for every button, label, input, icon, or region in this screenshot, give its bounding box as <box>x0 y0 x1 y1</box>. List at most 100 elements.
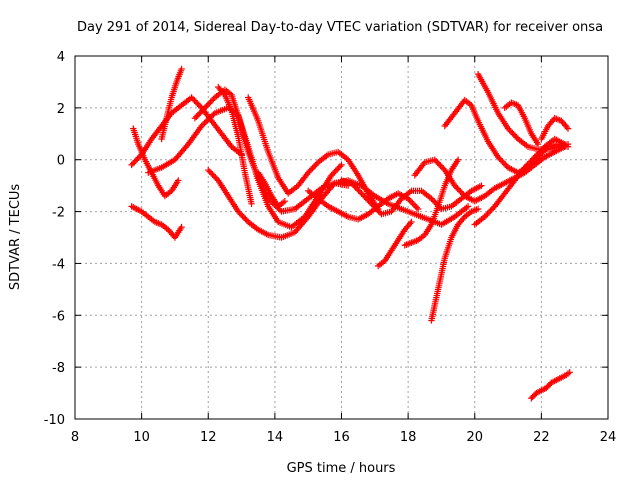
data-point <box>242 215 249 223</box>
data-point <box>207 114 214 121</box>
data-point <box>361 193 368 200</box>
data-point <box>365 197 372 205</box>
data-point <box>329 170 337 177</box>
data-point <box>537 147 544 155</box>
y-tick-label: -4 <box>52 257 65 272</box>
data-marks <box>128 65 573 402</box>
data-point <box>331 169 338 176</box>
data-point <box>201 104 209 112</box>
data-point <box>206 168 213 175</box>
data-point <box>497 156 505 164</box>
data-point <box>281 198 289 205</box>
data-point <box>506 126 513 134</box>
data-point <box>235 208 242 215</box>
data-point <box>540 145 547 152</box>
series-track-4 <box>158 65 185 143</box>
data-point <box>530 155 537 162</box>
data-point <box>500 159 507 167</box>
data-point <box>200 106 207 113</box>
data-point <box>354 185 361 193</box>
data-point <box>485 209 493 216</box>
data-point <box>203 103 210 110</box>
data-point <box>334 166 341 173</box>
data-point <box>528 156 536 164</box>
data-point <box>534 140 542 148</box>
data-point <box>236 209 243 217</box>
data-point <box>310 163 318 170</box>
data-point <box>437 162 444 169</box>
data-point <box>363 196 371 203</box>
data-point <box>368 200 375 207</box>
data-point <box>306 167 313 175</box>
data-point <box>481 213 488 220</box>
data-point <box>457 188 464 195</box>
data-point <box>335 164 342 172</box>
data-point <box>209 171 216 178</box>
data-point <box>210 111 217 118</box>
data-point <box>474 205 482 213</box>
data-point <box>213 175 221 183</box>
data-point <box>195 101 202 109</box>
series-track-7 <box>245 94 382 213</box>
y-tick-label: -2 <box>52 206 65 221</box>
y-tick-label: -10 <box>44 413 65 428</box>
x-tick-label: 22 <box>533 430 550 445</box>
x-tick-label: 20 <box>466 430 483 445</box>
x-tick-label: 10 <box>133 430 150 445</box>
data-point <box>429 196 437 204</box>
data-point <box>210 172 218 180</box>
data-point <box>522 162 530 170</box>
x-tick-label: 18 <box>400 430 417 445</box>
series-track-19 <box>538 115 572 143</box>
data-point <box>532 152 540 159</box>
x-tick-label: 12 <box>200 430 217 445</box>
data-point <box>359 191 367 199</box>
data-point <box>435 160 443 168</box>
data-point <box>512 132 519 140</box>
data-point <box>328 172 335 179</box>
data-point <box>410 201 418 208</box>
data-point <box>193 113 200 120</box>
data-point <box>509 129 516 137</box>
data-point <box>527 158 534 165</box>
x-tick-label: 16 <box>333 430 350 445</box>
series-track-17 <box>471 135 568 228</box>
data-point <box>197 109 204 116</box>
data-point <box>358 190 365 197</box>
data-point <box>132 157 140 164</box>
data-point <box>366 199 374 206</box>
y-tick-label: 2 <box>57 102 65 117</box>
x-tick-label: 8 <box>71 430 79 445</box>
data-point <box>312 162 319 169</box>
data-point <box>351 182 358 190</box>
data-point <box>332 167 339 175</box>
data-point <box>433 157 440 165</box>
data-point <box>355 187 362 194</box>
data-point <box>482 212 490 219</box>
data-point <box>199 121 207 128</box>
data-point <box>198 107 206 115</box>
y-tick-label: 0 <box>57 154 65 169</box>
series-track-20 <box>528 369 573 402</box>
data-point <box>336 163 344 170</box>
x-tick-label: 14 <box>267 430 284 445</box>
data-point <box>349 181 357 188</box>
data-point <box>208 97 216 104</box>
data-point <box>455 186 463 194</box>
data-point <box>499 158 506 165</box>
data-point <box>194 100 201 107</box>
data-point <box>206 100 213 107</box>
data-point <box>538 146 546 153</box>
data-point <box>376 209 384 216</box>
data-point <box>204 101 211 109</box>
data-point <box>412 202 419 210</box>
data-point <box>175 177 182 184</box>
data-point <box>239 212 246 220</box>
data-point <box>507 128 515 135</box>
data-point <box>494 153 502 161</box>
data-point <box>438 163 446 171</box>
series-track-11 <box>374 218 415 270</box>
data-point <box>191 115 199 122</box>
data-point <box>432 199 439 207</box>
